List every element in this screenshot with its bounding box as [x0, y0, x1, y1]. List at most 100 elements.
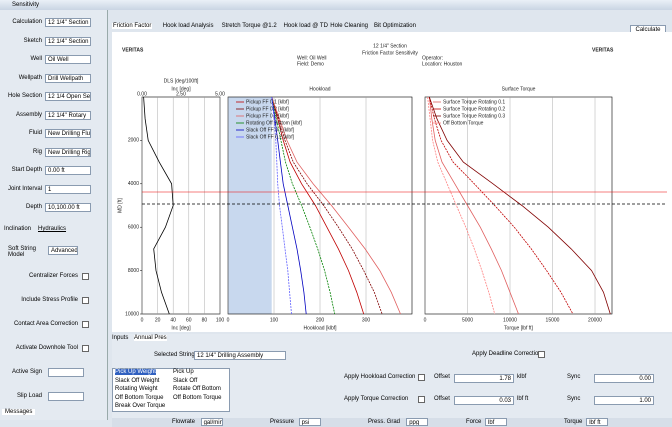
tab[interactable]: Friction Factor [112, 23, 153, 29]
series-line [428, 96, 574, 315]
unit-select[interactable]: gal/min [200, 418, 223, 426]
operator: Operator: [422, 55, 443, 61]
panel-tab[interactable]: Hydraulics [38, 226, 67, 232]
list-cell[interactable]: Pick Up Weight [115, 369, 156, 375]
x-tick-label: 200 [316, 317, 325, 323]
list-cell[interactable]: Rotating Weight [115, 386, 158, 392]
chart-title: 12 1/4" Section [373, 43, 407, 49]
correction-label: Apply Torque Correction [344, 396, 409, 402]
field-input[interactable]: 12 1/4" Section [45, 18, 91, 27]
select-box[interactable] [48, 392, 84, 401]
unit-select[interactable]: lbf [485, 418, 507, 426]
series-line [428, 96, 519, 315]
model-select[interactable]: Advanced [48, 246, 78, 255]
checkbox[interactable] [418, 374, 425, 381]
sync-input[interactable]: 0.00 [594, 374, 654, 383]
tab[interactable]: Bit Optimization [373, 23, 416, 29]
option-label: Centralizer Forces [28, 273, 78, 279]
top-tick-label: 0.00 [137, 91, 147, 97]
series-line [271, 96, 383, 315]
tab[interactable]: Stretch Torque @1.2 [221, 23, 277, 29]
x-tick-label: 300 [362, 317, 371, 323]
list-cell[interactable]: Break Over Torque [115, 403, 166, 409]
series-line [143, 96, 174, 315]
field-input[interactable]: New Drilling Rig [45, 147, 91, 157]
field-input[interactable]: Drill Wellpath [45, 73, 91, 83]
legend-label: Pickup FF 0.2 [klbf] [246, 106, 289, 112]
units-bar: Flowrate gal/min Pressure psi Press. Grad ppg… [112, 418, 672, 427]
x-tick-label: 60 [186, 317, 192, 323]
x-axis-label: Hookload [klbf] [303, 325, 337, 331]
top-tick-label: 2.50 [176, 91, 186, 97]
panel-tab[interactable]: Inclination [4, 226, 32, 232]
offset-input[interactable]: 1.78 [454, 374, 514, 383]
unit-select[interactable]: ppg [406, 418, 429, 426]
x-tick-label: 0 [141, 317, 144, 323]
logo: VERITAS [122, 47, 144, 53]
x-tick-label: 40 [170, 317, 176, 323]
chart-subtitle: Friction Factor Sensitivity [362, 50, 418, 56]
x-axis-label: Torque [lbf ft] [504, 325, 534, 331]
plot-title: Surface Torque [502, 86, 536, 92]
status-tab[interactable]: Messages [2, 409, 36, 415]
window-title: Sensitivity [12, 2, 40, 8]
x-tick-label: 0 [227, 317, 230, 323]
bottom-tab[interactable]: Annual Pres [134, 335, 167, 341]
checkbox[interactable] [418, 396, 425, 403]
list-cell[interactable]: Off Bottom Torque [173, 394, 222, 401]
checkbox[interactable] [82, 273, 89, 280]
tab[interactable]: Hole Cleaning [330, 23, 368, 29]
offset-unit: lbf ft [517, 396, 529, 402]
legend-label: Surface Torque Rotating 0.1 [443, 99, 505, 105]
sync-input[interactable]: 1.00 [594, 396, 654, 405]
checkbox[interactable] [538, 351, 545, 358]
legend-label: Slack Off FF 0.1 [klbf] [246, 127, 295, 133]
unit-select[interactable]: psi [298, 418, 321, 426]
list-cell[interactable]: Rotate Off Bottom [173, 386, 221, 392]
unit-label: Flowrate [172, 419, 196, 425]
field-label: Wellpath [18, 74, 42, 81]
field-input[interactable]: 12 1/4" Rotary [45, 110, 91, 120]
unit-select[interactable]: lbf ft [586, 418, 609, 426]
field-input[interactable]: 10,100.00 ft [45, 203, 91, 212]
select-box[interactable] [48, 368, 84, 377]
model-label: Soft String Model [8, 246, 37, 258]
field-input[interactable]: 12 1/4 Open Section [45, 92, 91, 101]
checkbox[interactable] [82, 297, 89, 304]
tab[interactable]: Hook load @ TD [283, 23, 328, 29]
field-input[interactable]: New Drilling Fluid [45, 129, 91, 138]
field-input[interactable]: Oil Well [45, 55, 91, 64]
list-cell[interactable]: Pick Up [173, 369, 194, 375]
field-input[interactable]: 0.00 ft [45, 166, 91, 175]
list-cell[interactable]: Slack Off Weight [115, 377, 160, 384]
list-cell[interactable]: Off Bottom Torque [115, 394, 164, 401]
y-tick-label: 6000 [128, 225, 139, 231]
checkbox[interactable] [82, 321, 89, 328]
y-tick-label: 2000 [128, 138, 139, 144]
unit-label: Force [466, 419, 482, 425]
tab[interactable]: Hook load Analysis [162, 23, 214, 29]
y-axis-label: MD [ft] [117, 198, 123, 213]
selected-select[interactable]: 12 1/4" Drilling Assembly [194, 351, 286, 360]
list-cell[interactable]: Slack Off [173, 377, 198, 384]
unit-label: Torque [564, 419, 583, 425]
field-label: Depth [25, 204, 42, 210]
y-tick-label: 4000 [128, 181, 139, 187]
field-label: Calculation [12, 19, 42, 25]
offset-input[interactable]: 0.03 [454, 396, 514, 405]
field-input[interactable]: 1 [45, 184, 91, 194]
x-tick-label: 20 [155, 317, 161, 323]
unit-label: Press. Grad [368, 419, 401, 425]
option-label: Activate Downhole Tool [15, 345, 78, 351]
x-tick-label: 0 [424, 317, 427, 323]
series-line [427, 96, 496, 315]
field-label: Fluid [28, 130, 42, 136]
legend-label: Surface Torque Rotating 0.3 [443, 113, 505, 119]
bottom-tab[interactable]: Inputs [112, 335, 129, 341]
checkbox[interactable] [82, 345, 89, 352]
field-label: Assembly [15, 111, 42, 118]
field-input[interactable]: 12 1/4" Section [45, 36, 91, 46]
location: Location: Houston [422, 61, 463, 67]
